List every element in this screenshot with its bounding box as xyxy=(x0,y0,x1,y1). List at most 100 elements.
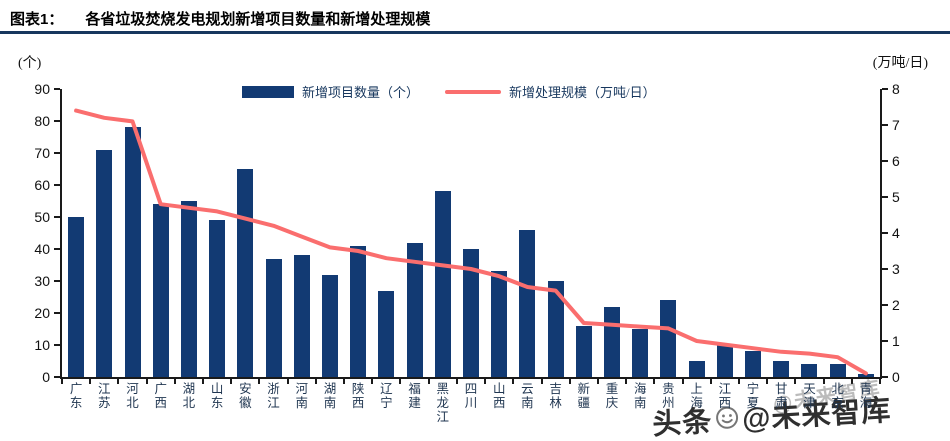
left-axis-tick xyxy=(54,248,60,250)
x-axis-label-char: 东 xyxy=(210,396,224,410)
right-axis-unit: (万吨/日) xyxy=(872,56,928,71)
x-axis-label-广西: 广西 xyxy=(154,382,167,410)
left-axis-tick xyxy=(54,120,60,122)
x-axis-label-char: 州 xyxy=(662,396,675,410)
x-axis-label-广东: 广东 xyxy=(70,382,83,410)
x-axis-label-char: 南 xyxy=(323,396,337,410)
x-axis-label-吉林: 吉林 xyxy=(549,382,562,410)
left-axis-tick-label: 70 xyxy=(34,145,50,161)
right-axis-tick xyxy=(882,304,888,306)
bar-青海 xyxy=(857,373,874,377)
line-series-swatch xyxy=(445,89,502,94)
x-axis-label-char: 湖 xyxy=(323,382,337,396)
left-axis-tick-label: 90 xyxy=(34,81,50,97)
bar-江苏 xyxy=(96,149,113,377)
bar-甘肃 xyxy=(773,361,790,377)
x-axis-tick xyxy=(709,379,712,384)
x-axis-tick xyxy=(314,379,317,384)
x-axis-label-char: 黑 xyxy=(436,382,450,396)
right-axis-tick xyxy=(882,268,888,270)
left-axis-tick xyxy=(54,184,60,186)
x-axis-label-char: 夏 xyxy=(746,396,760,410)
x-axis-label-char: 青 xyxy=(859,382,873,396)
left-axis-tick xyxy=(54,280,60,282)
x-axis-label-山东: 山东 xyxy=(211,382,224,410)
line-series xyxy=(74,108,868,376)
x-axis-tick xyxy=(625,379,628,384)
x-axis-tick xyxy=(653,379,656,384)
legend-bar-label: 新增项目数量（个） xyxy=(302,85,420,100)
x-axis-label-char: 宁 xyxy=(746,382,760,396)
smiley-face-icon xyxy=(716,406,739,429)
right-axis-tick-label: 3 xyxy=(892,261,900,277)
bar-山东 xyxy=(209,220,226,377)
bar-江西 xyxy=(716,345,733,377)
x-axis-label-char: 浙 xyxy=(267,382,280,396)
x-axis-label-char: 西 xyxy=(154,396,167,410)
x-axis-label-char: 南 xyxy=(521,396,534,410)
left-axis-tick-label: 0 xyxy=(42,369,50,385)
right-axis-tick-label: 8 xyxy=(892,81,900,97)
x-axis-label-青海: 青海 xyxy=(860,382,873,410)
x-axis-label-贵州: 贵州 xyxy=(662,382,675,410)
x-axis-label-char: 南 xyxy=(295,396,309,410)
x-axis-tick xyxy=(540,379,543,384)
x-axis-tick xyxy=(484,379,487,384)
x-axis-label-char: 贵 xyxy=(662,382,675,396)
bar-湖南 xyxy=(321,274,338,377)
x-axis-tick xyxy=(173,379,176,384)
left-axis-unit: (个) xyxy=(18,56,42,71)
x-axis-label-char: 重 xyxy=(605,382,619,396)
x-axis-label-char: 山 xyxy=(492,382,506,396)
right-axis-tick xyxy=(882,88,888,90)
x-axis-label-char: 海 xyxy=(633,382,647,396)
legend: 新增项目数量（个） 新增处理规模（万吨/日） xyxy=(242,82,656,101)
x-axis-tick xyxy=(286,379,289,384)
x-axis-tick xyxy=(737,379,740,384)
x-axis-label-char: 天 xyxy=(803,382,816,396)
page-title: 各省垃圾焚烧发电规划新增项目数量和新增处理规模 xyxy=(85,11,431,28)
x-axis-label-陕西: 陕西 xyxy=(352,382,365,410)
x-axis-label-江西: 江西 xyxy=(719,382,732,410)
x-axis-tick xyxy=(343,379,346,384)
right-axis-tick xyxy=(882,196,888,198)
left-axis-tick-label: 50 xyxy=(34,209,50,225)
legend-item-line: 新增处理规模（万吨/日） xyxy=(445,82,656,101)
legend-item-bars: 新增项目数量（个） xyxy=(242,82,419,101)
bar-黑龙江 xyxy=(434,191,451,377)
x-axis-tick xyxy=(202,379,205,384)
bar-山西 xyxy=(491,271,508,377)
bar-浙江 xyxy=(265,258,282,377)
right-axis-tick xyxy=(882,160,888,162)
legend-line-label: 新增处理规模（万吨/日） xyxy=(509,85,656,100)
bar-湖北 xyxy=(180,201,197,377)
left-axis-tick-label: 40 xyxy=(34,241,50,257)
x-axis-label-char: 疆 xyxy=(577,396,591,410)
x-axis-label-char: 海 xyxy=(859,396,873,410)
bar-上海 xyxy=(688,361,705,377)
x-axis-label-char: 津 xyxy=(803,396,816,410)
x-axis-label-char: 江 xyxy=(267,396,280,410)
x-axis-label-山西: 山西 xyxy=(493,382,506,410)
bar-福建 xyxy=(406,242,423,377)
x-axis-label-char: 福 xyxy=(408,382,421,396)
x-axis-label-char: 云 xyxy=(521,382,534,396)
x-axis-label-江苏: 江苏 xyxy=(98,382,111,410)
x-axis-tick xyxy=(568,379,571,384)
x-axis-label-浙江: 浙江 xyxy=(267,382,280,410)
x-axis-label-湖南: 湖南 xyxy=(324,382,337,410)
right-axis-tick xyxy=(882,376,888,378)
x-axis-label-char: 西 xyxy=(718,396,732,410)
x-axis-label-char: 甘 xyxy=(775,382,788,396)
x-axis-tick xyxy=(230,379,233,384)
left-axis-tick-label: 60 xyxy=(34,177,50,193)
x-axis-label-char: 湖 xyxy=(182,382,196,396)
right-axis-tick-label: 7 xyxy=(892,117,900,133)
x-axis-tick xyxy=(596,379,599,384)
x-axis-tick xyxy=(512,379,515,384)
x-axis-label-河北: 河北 xyxy=(126,382,139,410)
bar-云南 xyxy=(519,229,536,377)
x-axis-label-char: 吉 xyxy=(549,382,562,396)
x-axis-label-char: 河 xyxy=(295,382,309,396)
x-axis-label-黑龙江: 黑龙江 xyxy=(437,382,450,424)
